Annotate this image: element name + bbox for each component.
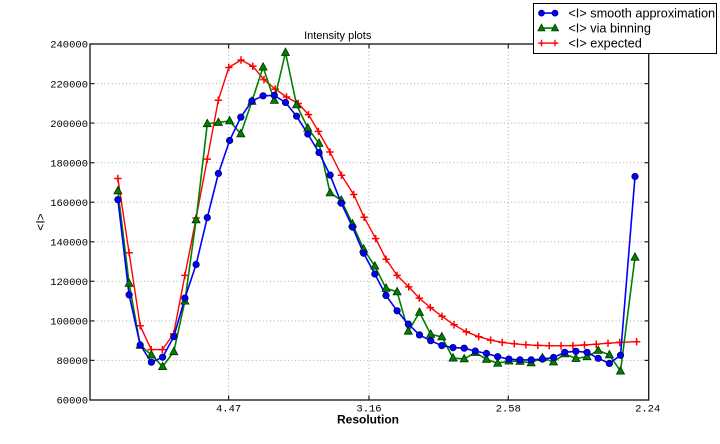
svg-text:60000: 60000 bbox=[56, 396, 88, 408]
svg-text:2.58: 2.58 bbox=[496, 404, 521, 416]
svg-text:<I> smooth approximation: <I> smooth approximation bbox=[568, 6, 715, 20]
svg-text:<I> via binning: <I> via binning bbox=[568, 21, 651, 35]
svg-text:3.16: 3.16 bbox=[356, 404, 381, 416]
svg-text:<I>: <I> bbox=[34, 213, 48, 230]
svg-text:100000: 100000 bbox=[50, 317, 88, 329]
svg-text:<I> expected: <I> expected bbox=[568, 36, 641, 50]
svg-text:200000: 200000 bbox=[50, 119, 88, 131]
svg-text:Resolution: Resolution bbox=[337, 413, 399, 427]
svg-text:2.24: 2.24 bbox=[635, 404, 660, 416]
svg-text:120000: 120000 bbox=[50, 277, 88, 289]
svg-text:Intensity plots: Intensity plots bbox=[304, 30, 372, 42]
svg-text:180000: 180000 bbox=[50, 158, 88, 170]
svg-text:240000: 240000 bbox=[50, 40, 88, 52]
svg-text:160000: 160000 bbox=[50, 198, 88, 210]
svg-text:80000: 80000 bbox=[56, 356, 88, 368]
svg-text:4.47: 4.47 bbox=[216, 404, 241, 416]
svg-text:220000: 220000 bbox=[50, 79, 88, 91]
svg-text:140000: 140000 bbox=[50, 238, 88, 250]
